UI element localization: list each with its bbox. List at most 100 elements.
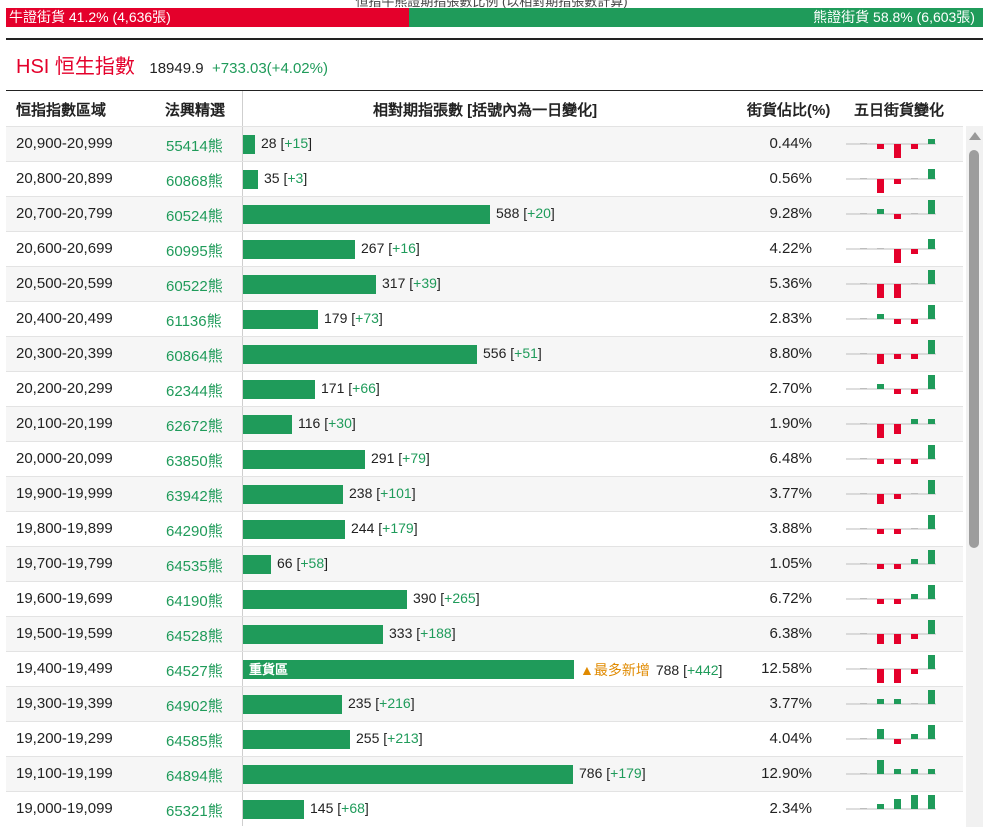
share-percent: 3.77% bbox=[769, 695, 812, 712]
warrant-code-link[interactable]: 60868熊 bbox=[166, 173, 223, 190]
index-range: 19,300-19,399 bbox=[16, 695, 113, 712]
share-percent: 4.22% bbox=[769, 240, 812, 257]
contracts-delta: +51 bbox=[514, 345, 538, 361]
scroll-up-icon[interactable] bbox=[969, 132, 981, 140]
warrant-code-link[interactable]: 60522熊 bbox=[166, 278, 223, 295]
sparkline-bar bbox=[894, 249, 901, 263]
sparkline-bar bbox=[894, 769, 901, 774]
sparkline-bar bbox=[928, 375, 935, 389]
sparkline-bar bbox=[860, 213, 867, 214]
warrant-code-link[interactable]: 63942熊 bbox=[166, 488, 223, 505]
warrant-code-link[interactable]: 62344熊 bbox=[166, 383, 223, 400]
contracts-delta: +3 bbox=[287, 170, 304, 186]
index-range: 19,600-19,699 bbox=[16, 590, 113, 607]
warrant-code-link[interactable]: 64585熊 bbox=[166, 733, 223, 750]
table-row: 19,600-19,699 64190熊 390 [+265] 6.72% bbox=[6, 581, 963, 616]
sparkline-bar bbox=[877, 529, 884, 534]
sparkline-bar bbox=[894, 669, 901, 683]
warrant-code-link[interactable]: 55414熊 bbox=[166, 138, 223, 155]
contracts-value: 66 bbox=[277, 555, 293, 571]
index-range: 20,800-20,899 bbox=[16, 170, 113, 187]
warrant-code-link[interactable]: 64535熊 bbox=[166, 558, 223, 575]
sparkline-bar bbox=[860, 738, 867, 739]
sparkline-bar bbox=[911, 703, 918, 704]
warrant-code-link[interactable]: 64190熊 bbox=[166, 593, 223, 610]
index-range: 19,500-19,599 bbox=[16, 625, 113, 642]
share-percent: 2.34% bbox=[769, 800, 812, 817]
warrant-code-link[interactable]: 63850熊 bbox=[166, 453, 223, 470]
column-divider bbox=[242, 442, 243, 476]
share-percent: 6.72% bbox=[769, 590, 812, 607]
sparkline-bar bbox=[928, 480, 935, 494]
sparkline-bar bbox=[877, 179, 884, 193]
contracts-value: 116 bbox=[298, 415, 321, 431]
share-percent: 6.38% bbox=[769, 625, 812, 642]
sparkline-bar bbox=[860, 773, 867, 774]
five-day-sparkline bbox=[846, 760, 936, 775]
contracts-delta: +68 bbox=[341, 800, 365, 816]
index-range: 19,100-19,199 bbox=[16, 765, 113, 782]
sparkline-bar bbox=[911, 213, 918, 214]
sparkline-bar bbox=[894, 179, 901, 184]
index-range: 20,300-20,399 bbox=[16, 345, 113, 362]
scrollbar-thumb[interactable] bbox=[969, 150, 979, 548]
column-divider bbox=[242, 687, 243, 721]
five-day-sparkline bbox=[846, 795, 936, 810]
cbbc-table-body: 20,900-20,999 55414熊 28 [+15] 0.44% 20,800-2… bbox=[6, 126, 963, 826]
sparkline-bar bbox=[877, 564, 884, 569]
sparkline-bar bbox=[928, 795, 935, 809]
sparkline-bar bbox=[928, 550, 935, 564]
warrant-code-link[interactable]: 62672熊 bbox=[166, 418, 223, 435]
sparkline-bar bbox=[928, 690, 935, 704]
table-row: 19,800-19,899 64290熊 244 [+179] 3.88% bbox=[6, 511, 963, 546]
contracts-count: 244 [+179] bbox=[351, 520, 418, 536]
warrant-code-link[interactable]: 64290熊 bbox=[166, 523, 223, 540]
sparkline-bar bbox=[928, 169, 935, 179]
sparkline-bar bbox=[877, 494, 884, 504]
warrant-code-link[interactable]: 60995熊 bbox=[166, 243, 223, 260]
sparkline-bar bbox=[860, 563, 867, 564]
warrant-code-link[interactable]: 65321熊 bbox=[166, 803, 223, 820]
five-day-sparkline bbox=[846, 419, 936, 438]
five-day-sparkline bbox=[846, 725, 936, 744]
index-range: 19,400-19,499 bbox=[16, 660, 113, 677]
warrant-code-link[interactable]: 64527熊 bbox=[166, 663, 223, 680]
column-divider bbox=[242, 302, 243, 336]
share-percent: 0.56% bbox=[769, 170, 812, 187]
sparkline-bar bbox=[928, 725, 935, 739]
warrant-code-link[interactable]: 64902熊 bbox=[166, 698, 223, 715]
contracts-value: 267 bbox=[361, 240, 385, 256]
warrant-code-link[interactable]: 64528熊 bbox=[166, 628, 223, 645]
five-day-sparkline bbox=[846, 139, 936, 158]
table-row: 19,200-19,299 64585熊 255 [+213] 4.04% bbox=[6, 721, 963, 756]
table-row: 19,900-19,999 63942熊 238 [+101] 3.77% bbox=[6, 476, 963, 511]
index-name[interactable]: HSI 恒生指數 bbox=[16, 56, 135, 78]
contracts-count: 35 [+3] bbox=[264, 170, 308, 186]
scrollbar[interactable] bbox=[966, 126, 983, 827]
contracts-value: 238 bbox=[349, 485, 373, 501]
hot-label: 最多新增 bbox=[593, 662, 650, 678]
sparkline-bar bbox=[860, 423, 867, 424]
warrant-code-link[interactable]: 60524熊 bbox=[166, 208, 223, 225]
table-row: 20,000-20,099 63850熊 291 [+79] 6.48% bbox=[6, 441, 963, 476]
contracts-value: 588 bbox=[496, 205, 520, 221]
sparkline-bar bbox=[877, 424, 884, 438]
contracts-value: 333 bbox=[389, 625, 413, 641]
index-range: 20,600-20,699 bbox=[16, 240, 113, 257]
five-day-sparkline bbox=[846, 480, 936, 504]
column-divider bbox=[242, 617, 243, 651]
contracts-value: 244 bbox=[351, 520, 375, 536]
sparkline-bar bbox=[860, 528, 867, 529]
warrant-code-link[interactable]: 61136熊 bbox=[166, 313, 222, 330]
table-row: 19,100-19,199 64894熊 786 [+179] 12.90% bbox=[6, 756, 963, 791]
five-day-sparkline bbox=[846, 550, 936, 569]
warrant-code-link[interactable]: 64894熊 bbox=[166, 768, 223, 785]
contracts-bar bbox=[243, 310, 318, 329]
sparkline-bar bbox=[894, 459, 901, 464]
share-percent: 3.88% bbox=[769, 520, 812, 537]
warrant-code-link[interactable]: 60864熊 bbox=[166, 348, 223, 365]
sparkline-bar bbox=[894, 424, 901, 434]
sparkline-bar bbox=[860, 388, 867, 389]
table-row: 20,600-20,699 60995熊 267 [+16] 4.22% bbox=[6, 231, 963, 266]
column-divider bbox=[242, 162, 243, 196]
